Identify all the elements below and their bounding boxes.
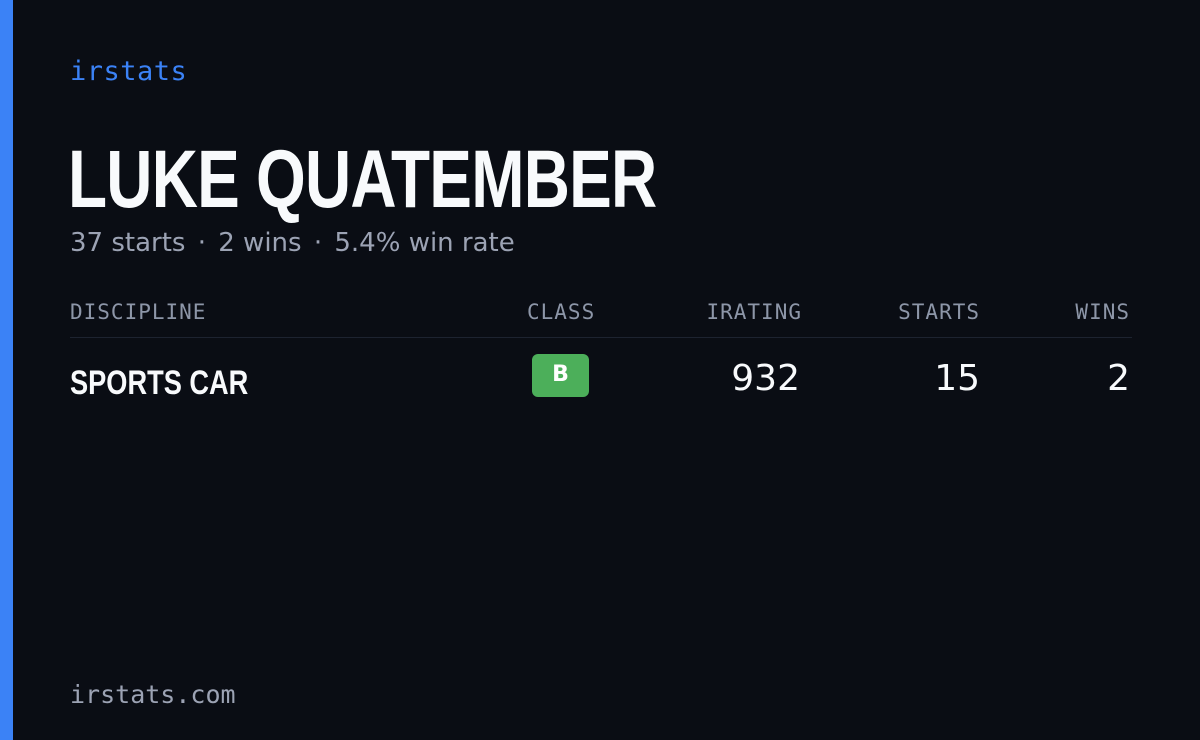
header-irating: IRATING <box>706 300 802 324</box>
summary-wins: 2 wins <box>218 228 302 258</box>
summary-separator: · <box>197 228 206 258</box>
header-wins: WINS <box>1075 300 1130 324</box>
brand-logo: irstats <box>70 56 188 87</box>
table-header: DISCIPLINE CLASS IRATING STARTS WINS <box>70 298 1132 338</box>
accent-bar <box>0 0 13 740</box>
row-discipline: SPORTS CAR <box>70 364 249 402</box>
discipline-table: DISCIPLINE CLASS IRATING STARTS WINS SPO… <box>70 298 1132 414</box>
table-row: SPORTS CAR B 932 15 2 <box>70 338 1132 414</box>
row-wins: 2 <box>1107 358 1130 399</box>
row-starts: 15 <box>934 358 980 399</box>
summary-win-rate: 5.4% win rate <box>334 228 515 258</box>
class-badge: B <box>532 354 589 397</box>
driver-summary: 37 starts · 2 wins · 5.4% win rate <box>70 228 515 258</box>
header-starts: STARTS <box>898 300 980 324</box>
driver-name: LUKE QUATEMBER <box>68 134 657 225</box>
header-class: CLASS <box>527 300 596 324</box>
row-irating: 932 <box>731 358 800 399</box>
summary-separator: · <box>313 228 323 258</box>
footer-url: irstats.com <box>70 680 236 709</box>
header-discipline: DISCIPLINE <box>70 300 207 324</box>
summary-starts: 37 starts <box>70 228 186 258</box>
